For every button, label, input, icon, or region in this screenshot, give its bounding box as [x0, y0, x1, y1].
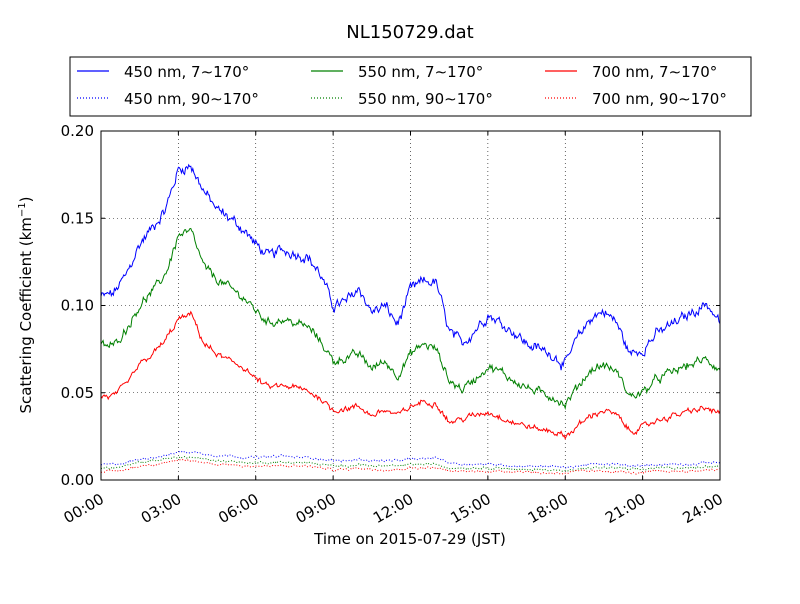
x-tick-label: 12:00 — [370, 490, 416, 527]
x-tick-label: 24:00 — [680, 490, 726, 527]
x-tick-label: 09:00 — [293, 490, 339, 527]
series-line-0 — [100, 163, 721, 371]
x-tick-label: 00:00 — [61, 490, 107, 527]
series-line-4 — [101, 455, 721, 472]
y-axis-label-sup: −1 — [17, 202, 28, 217]
x-axis-label: Time on 2015-07-29 (JST) — [313, 530, 506, 548]
x-tick-label: 03:00 — [138, 490, 184, 527]
legend-box — [69, 56, 752, 117]
legend-label-2: 700 nm, 7∼170° — [592, 63, 717, 81]
series-line-5 — [101, 458, 721, 475]
y-tick-label: 0.20 — [61, 122, 94, 140]
y-axis-label-main: Scattering Coefficient (km — [17, 217, 35, 413]
legend-label-4: 550 nm, 90∼170° — [358, 90, 493, 108]
y-tick-label: 0.15 — [61, 209, 94, 227]
legend-entries: 450 nm, 7∼170° 550 nm, 7∼170° 700 nm, 7∼17… — [77, 63, 727, 108]
tick-layer: 00:00 03:00 06:00 09:00 12:00 15:00 18:00 21:00… — [61, 122, 726, 527]
chart-title: NL150729.dat — [346, 22, 473, 43]
legend-label-0: 450 nm, 7∼170° — [124, 63, 249, 81]
series-line-2 — [100, 310, 721, 441]
y-axis-label-close: ) — [17, 196, 35, 202]
x-tick-label: 18:00 — [525, 490, 571, 527]
y-axis-label: Scattering Coefficient (km−1) — [17, 196, 35, 413]
y-tick-label: 0.10 — [61, 297, 94, 315]
legend-label-3: 450 nm, 90∼170° — [124, 90, 259, 108]
legend-label-5: 700 nm, 90∼170° — [592, 90, 727, 108]
series-layer — [100, 163, 721, 475]
x-tick-label: 15:00 — [447, 490, 493, 527]
legend-label-1: 550 nm, 7∼170° — [358, 63, 483, 81]
y-tick-label: 0.00 — [61, 471, 94, 489]
x-tick-label: 21:00 — [602, 490, 648, 527]
x-tick-label: 06:00 — [215, 490, 261, 527]
series-line-1 — [100, 227, 721, 411]
y-tick-label: 0.05 — [61, 384, 94, 402]
